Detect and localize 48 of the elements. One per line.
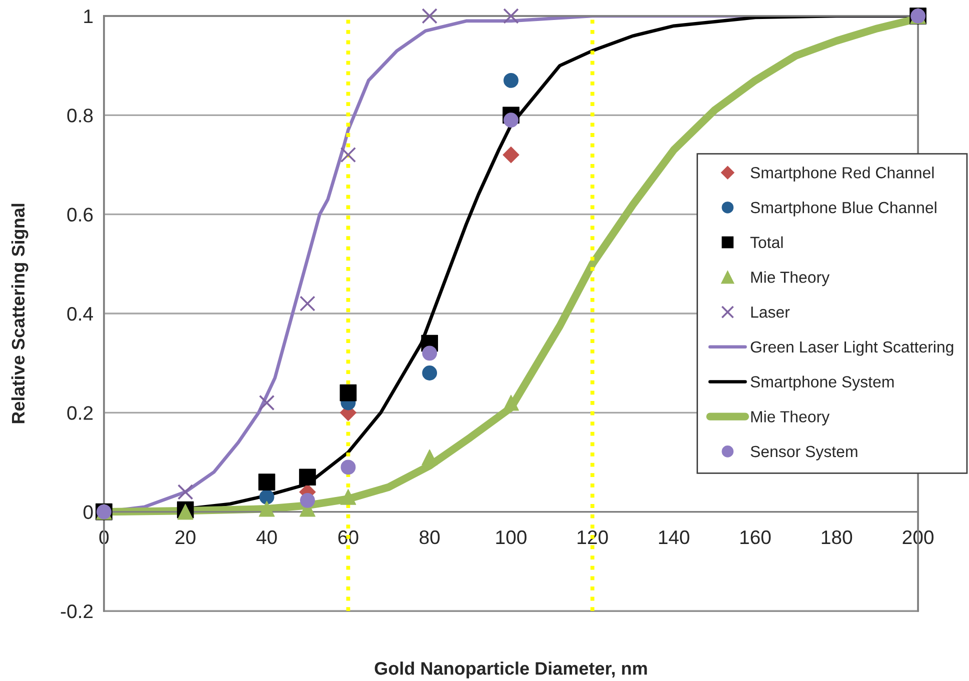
- point: [502, 146, 520, 164]
- legend-label: Smartphone Blue Channel: [750, 201, 936, 216]
- point: [299, 468, 316, 486]
- point: [258, 474, 276, 490]
- x-tick-label: 20: [176, 530, 196, 544]
- legend-label: Laser: [751, 306, 790, 318]
- x-tick-label: 60: [338, 530, 358, 544]
- point: [258, 500, 275, 517]
- point: [340, 146, 356, 163]
- legend-label: Green Laser Light Scattering: [750, 340, 954, 356]
- point: [422, 8, 438, 24]
- point: [178, 484, 194, 500]
- y-tick-label: 0: [84, 505, 93, 520]
- point: [504, 112, 518, 128]
- y-tick-label: -0.2: [60, 604, 93, 618]
- x-tick-label: 100: [496, 530, 526, 544]
- y-tick-label: 1: [84, 10, 93, 24]
- point: [422, 366, 438, 380]
- x-tick-label: 80: [420, 530, 440, 544]
- point: [340, 384, 357, 402]
- point: [503, 394, 519, 411]
- point: [340, 460, 356, 475]
- x-tick-label: 140: [659, 530, 690, 544]
- legend-label: Sensor System: [750, 446, 858, 460]
- y-tick-label: 0.4: [67, 306, 93, 321]
- y-axis-title: Relative Scattering Signal: [11, 204, 28, 424]
- point: [340, 488, 356, 505]
- legend-label: Mie Theory: [751, 410, 830, 426]
- x-tick-label: 120: [578, 530, 608, 544]
- x-tick-label: 40: [256, 530, 277, 544]
- legend-label: Smartphone Red Channel: [750, 166, 934, 182]
- point: [300, 492, 315, 508]
- point: [503, 8, 519, 24]
- legend-label: Mie Theory: [751, 271, 830, 286]
- point: [258, 394, 275, 411]
- point: [504, 72, 518, 88]
- point: [259, 489, 274, 504]
- point: [422, 449, 438, 466]
- x-tick-label: 160: [740, 530, 771, 544]
- y-tick-label: 0.2: [67, 406, 93, 420]
- legend-label: Total: [750, 236, 783, 248]
- x-tick-label: 180: [822, 530, 852, 544]
- y-tick-label: 0.8: [67, 108, 93, 122]
- point: [422, 346, 438, 361]
- legend-label: Smartphone System: [750, 376, 894, 391]
- point: [300, 296, 316, 312]
- y-tick-label: 0.6: [67, 208, 93, 222]
- x-axis-title: Gold Nanoparticle Diameter, nm: [374, 662, 647, 678]
